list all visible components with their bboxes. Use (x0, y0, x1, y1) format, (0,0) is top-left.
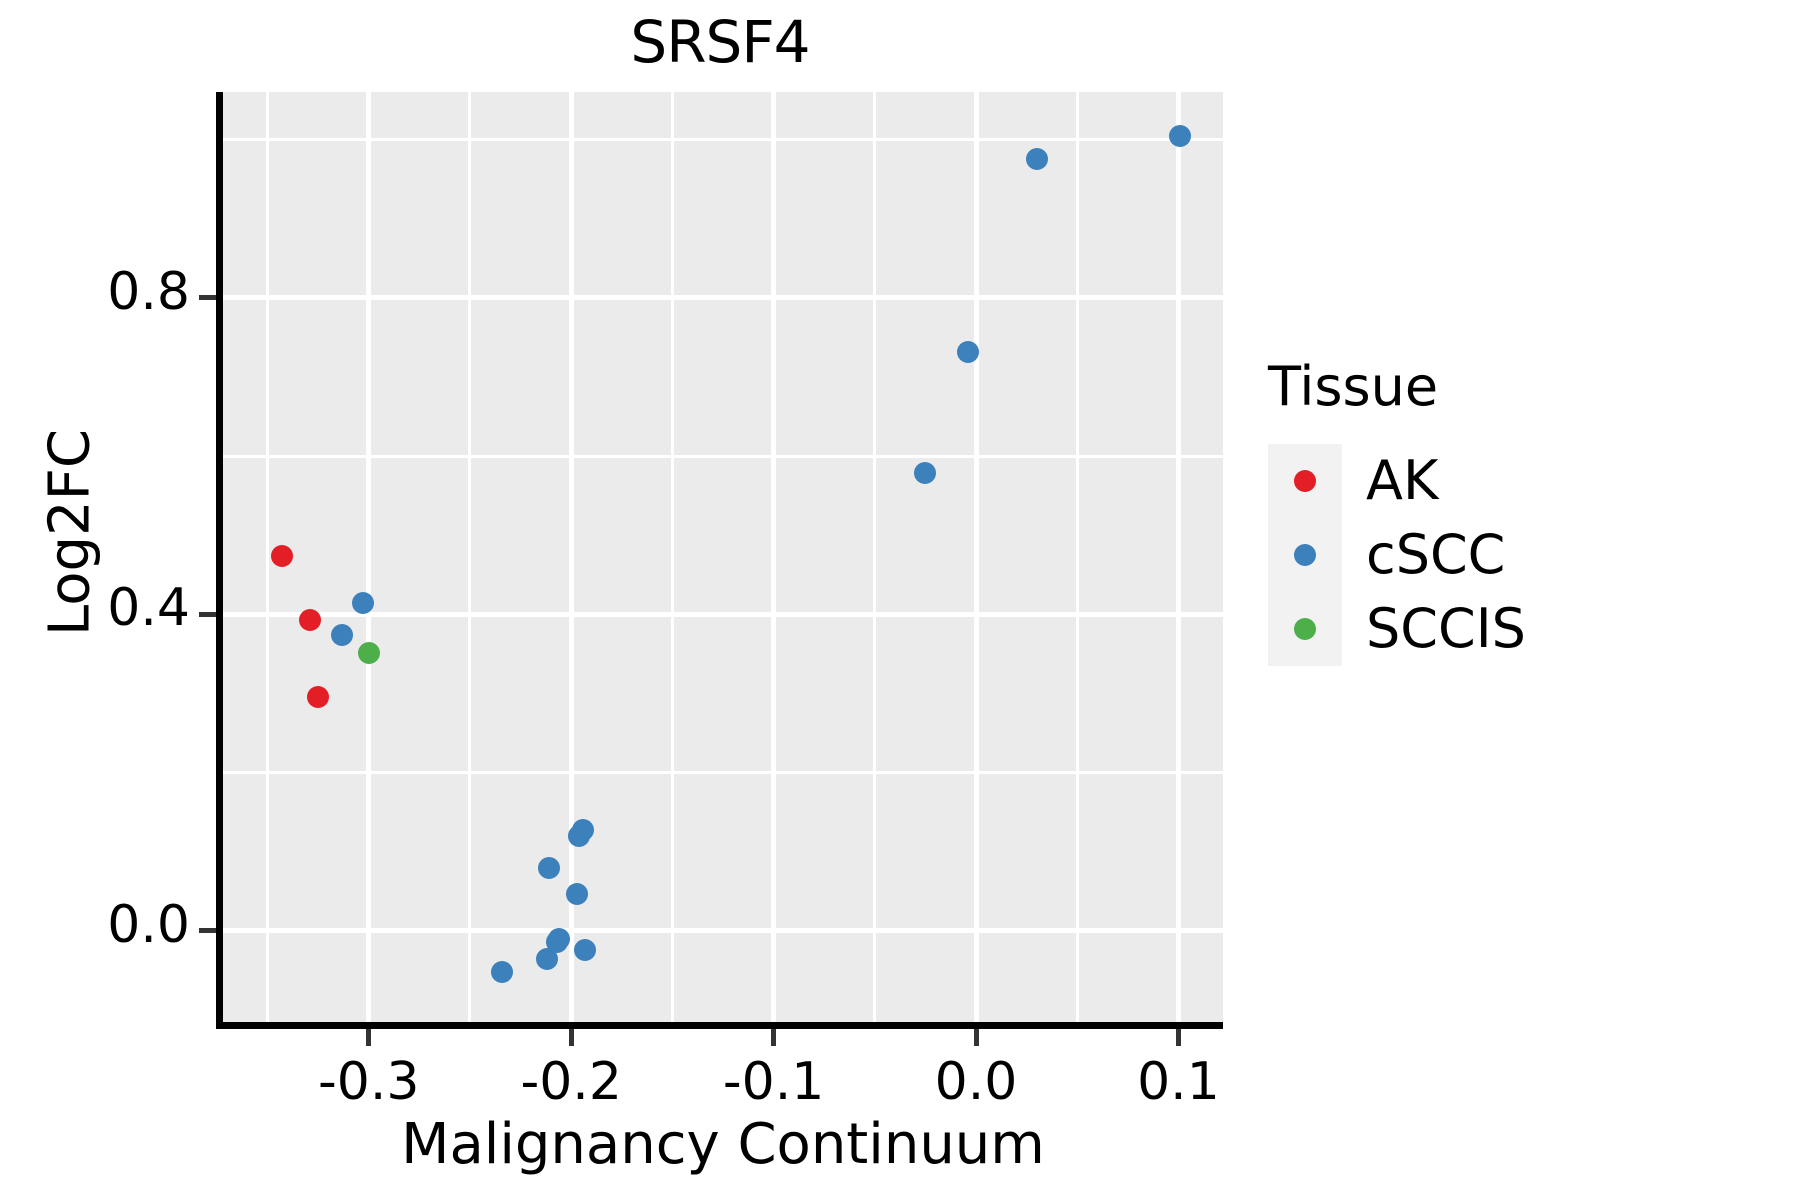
x-tick-label: 0.1 (1137, 1052, 1220, 1112)
x-tick-mark (366, 1029, 372, 1046)
gridline-horizontal-major (223, 295, 1223, 301)
legend-dot-icon (1294, 470, 1316, 492)
data-point (566, 882, 589, 905)
x-tick-label: 0.0 (934, 1052, 1018, 1112)
y-tick-label: 0.4 (107, 578, 190, 639)
data-point (1025, 148, 1048, 171)
x-tick-mark (771, 1029, 777, 1046)
x-axis-label: Malignancy Continuum (401, 1112, 1045, 1177)
legend-dot-icon (1294, 618, 1316, 640)
x-axis-line (216, 1022, 1223, 1029)
data-point (537, 857, 560, 880)
gridline-horizontal-minor (223, 771, 1223, 775)
gridline-vertical-major (366, 92, 372, 1022)
data-point (956, 341, 979, 364)
legend-item-label: AK (1366, 449, 1439, 512)
data-point (1169, 124, 1192, 147)
x-tick-label: -0.3 (318, 1052, 420, 1112)
x-tick-label: -0.2 (520, 1052, 622, 1112)
gridline-vertical-minor (1075, 92, 1079, 1022)
y-axis-label: Log2FC (37, 429, 103, 636)
data-point (491, 961, 514, 984)
x-tick-mark (568, 1029, 574, 1046)
legend-dot-icon (1294, 544, 1316, 566)
legend-item-cscc[interactable]: cSCC (1268, 518, 1668, 592)
gridline-vertical-major (973, 92, 979, 1022)
data-point (357, 642, 380, 665)
data-point (548, 927, 571, 950)
legend: Tissue AK cSCC SCCIS (1268, 355, 1668, 666)
data-point (270, 544, 293, 567)
gridline-vertical-minor (670, 92, 674, 1022)
y-tick-mark (199, 928, 216, 934)
y-axis-line (216, 92, 223, 1022)
legend-item-sccis[interactable]: SCCIS (1268, 592, 1668, 666)
data-point (572, 819, 595, 842)
legend-item-label: SCCIS (1366, 597, 1526, 660)
y-tick-label: 0.0 (107, 894, 190, 955)
gridline-vertical-minor (468, 92, 472, 1022)
y-tick-mark (199, 295, 216, 301)
x-tick-mark (1175, 1029, 1181, 1046)
gridline-vertical-major (568, 92, 574, 1022)
legend-key-swatch (1268, 518, 1342, 592)
legend-title: Tissue (1268, 355, 1439, 418)
gridline-vertical-major (1175, 92, 1181, 1022)
plot-panel (223, 92, 1223, 1022)
gridline-horizontal-minor (223, 137, 1223, 141)
data-point (299, 608, 322, 631)
legend-entries: AK cSCC SCCIS (1268, 444, 1668, 666)
data-point (351, 592, 374, 615)
gridline-horizontal-minor (223, 454, 1223, 458)
data-point (331, 623, 354, 646)
data-point (914, 462, 937, 485)
data-point (535, 947, 558, 970)
legend-key-swatch (1268, 592, 1342, 666)
y-tick-mark (199, 611, 216, 617)
gridline-horizontal-major (223, 611, 1223, 617)
x-tick-mark (973, 1029, 979, 1046)
data-point (574, 938, 597, 961)
gridline-vertical-minor (873, 92, 877, 1022)
gridline-vertical-major (771, 92, 777, 1022)
chart-title: SRSF4 (630, 8, 810, 76)
legend-item-ak[interactable]: AK (1268, 444, 1668, 518)
gridline-vertical-minor (266, 92, 270, 1022)
data-point (307, 686, 330, 709)
gridline-horizontal-major (223, 928, 1223, 934)
legend-key-swatch (1268, 444, 1342, 518)
x-tick-label: -0.1 (722, 1052, 825, 1112)
y-tick-label: 0.8 (107, 261, 190, 322)
legend-item-label: cSCC (1366, 523, 1506, 586)
